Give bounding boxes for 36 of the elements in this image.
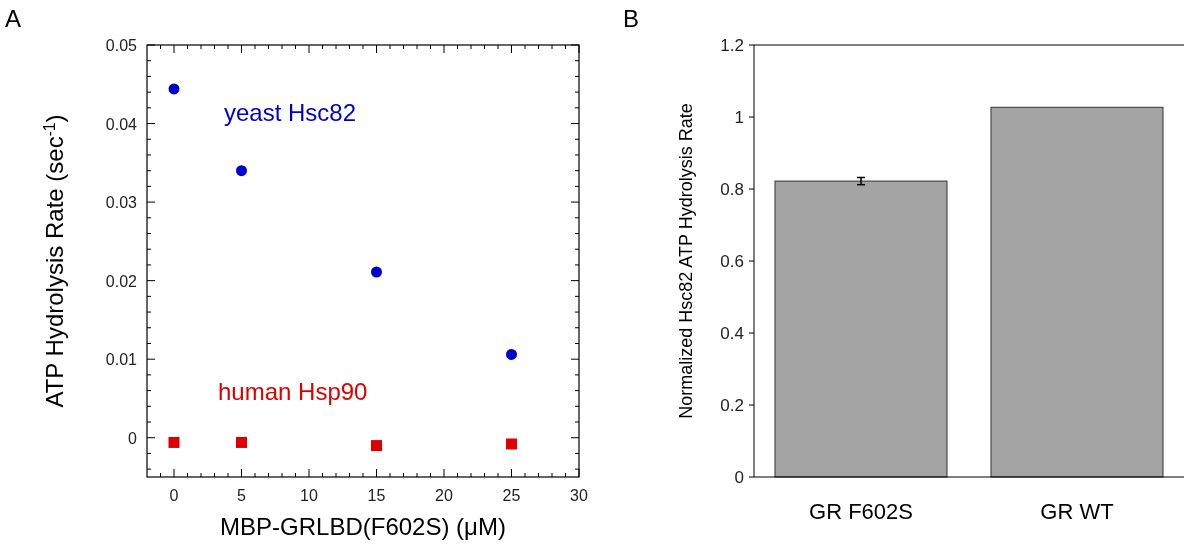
point (236, 165, 247, 177)
series-label: human Hsp90 (218, 378, 368, 406)
point (506, 438, 517, 450)
x-axis-title: MBP-GRLBD(F602S) (μM) (220, 513, 506, 540)
y-tick-label: 0.04 (105, 115, 138, 133)
point (168, 436, 180, 448)
y-tick-label: 0.05 (105, 37, 138, 54)
x-tick-label: 25 (502, 487, 521, 504)
y-tick-label: 0.4 (720, 324, 744, 343)
series-label: yeast Hsc82 (224, 98, 357, 126)
point (506, 348, 517, 360)
y-tick-label: 1 (734, 108, 744, 127)
y-tick-label: 0.2 (720, 396, 744, 415)
y-axis-title: Normalized Hsc82 ATP Hydrolysis Rate (676, 103, 696, 419)
x-tick-label: 0 (169, 487, 179, 504)
x-tick-label: 5 (237, 487, 247, 504)
x-tick-label: GR WT (1040, 499, 1114, 524)
x-tick-label: 30 (570, 487, 588, 504)
y-tick-label: 1.2 (720, 36, 744, 55)
y-tick-label: 0.8 (720, 180, 744, 199)
y-tick-label: 0 (128, 429, 138, 447)
point (236, 436, 247, 448)
y-tick-label: 0.01 (105, 351, 138, 369)
y-tick-label: 0.02 (105, 272, 138, 290)
x-tick-label: 10 (300, 487, 318, 504)
y-tick-label: 0 (734, 468, 744, 487)
point (371, 266, 382, 278)
y-tick-label: 0.03 (105, 194, 138, 212)
point (371, 440, 382, 452)
point (168, 83, 180, 95)
y-tick-label: 0.6 (720, 252, 744, 271)
x-tick-label: GR F602S (809, 499, 913, 524)
chart-title: B (623, 5, 640, 32)
chart-title: A (5, 5, 22, 32)
x-tick-label: 15 (367, 487, 386, 504)
x-tick-label: 20 (435, 487, 453, 504)
